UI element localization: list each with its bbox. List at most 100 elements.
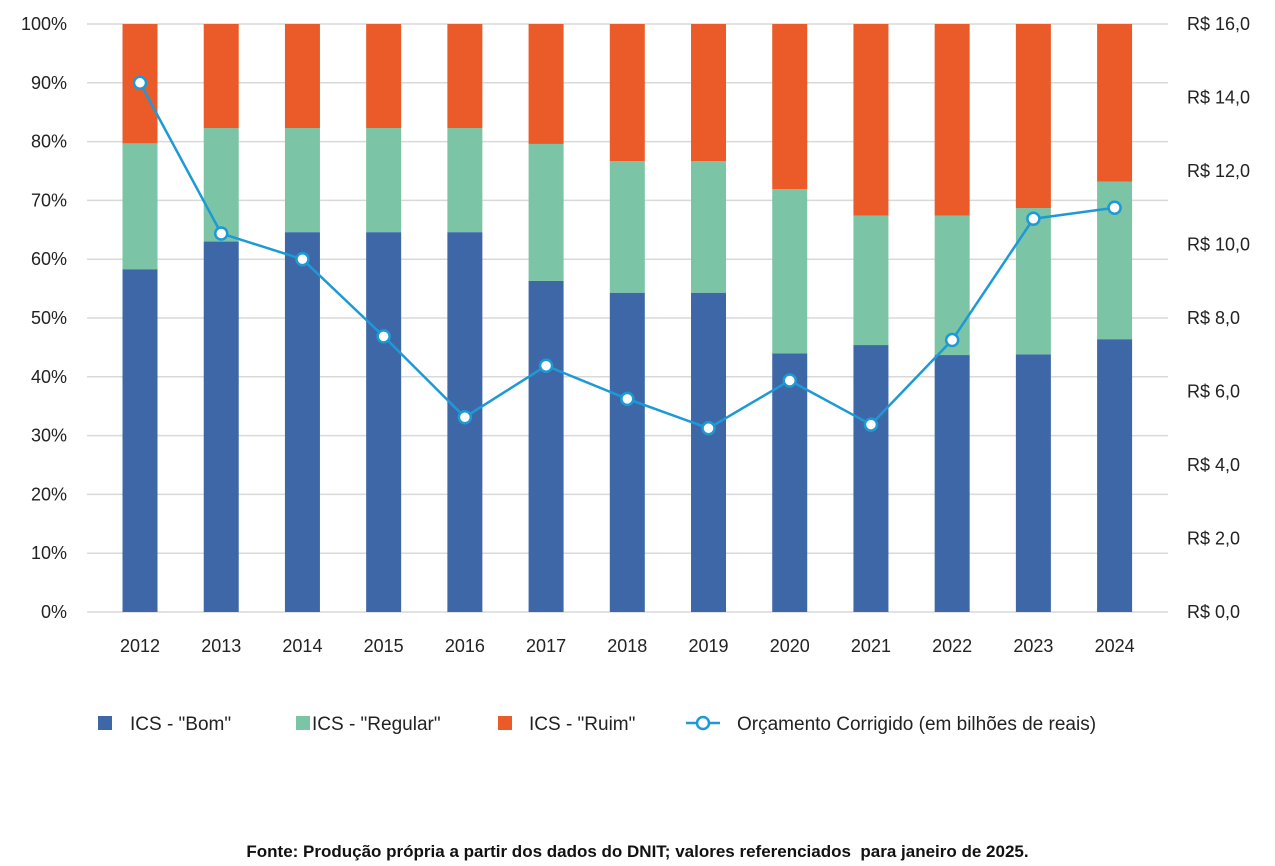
budget-point [538,358,554,374]
right-tick-label: R$ 16,0 [1187,14,1250,34]
right-tick-label: R$ 12,0 [1187,161,1250,181]
x-tick-label: 2021 [851,636,891,656]
legend-swatch [296,716,310,730]
bar-segment-ruim [609,24,645,162]
budget-point [295,251,310,267]
legend-circle-marker [695,715,711,731]
bar-segment-regular [609,161,645,293]
bar-segment-bom [1015,354,1051,612]
bar-stack-2021 [853,24,889,612]
bar-segment-regular [1015,208,1051,355]
bar-segment-regular [934,215,970,356]
bar-stack-2024 [1097,24,1133,612]
right-tick-label: R$ 0,0 [1187,602,1240,622]
left-tick-label: 50% [31,308,67,328]
bar-stack-2015 [366,24,402,613]
bar-stack-2017 [528,24,564,612]
right-tick-label: R$ 2,0 [1187,529,1240,549]
bar-segment-ruim [284,24,320,129]
bar-stack-2016 [447,24,483,613]
bar-stack-2012 [122,24,158,612]
budget-point [782,373,797,388]
legend-item: ICS - "Regular" [296,714,441,735]
x-axis-ticks: 2012 2013 2014 2015 2016 2017 2018 2019 2020 2021… [120,636,1135,656]
budget-point [457,409,473,425]
x-tick-label: 2020 [770,636,810,656]
bar-segment-bom [609,292,645,612]
bar-segment-ruim [853,24,889,216]
left-tick-label: 90% [31,73,67,93]
bar-segment-regular [284,128,320,233]
x-tick-label: 2012 [120,636,160,656]
x-tick-label: 2013 [201,636,241,656]
x-tick-label: 2023 [1013,636,1053,656]
legend-item: ICS - "Bom" [98,714,231,735]
budget-point [944,332,960,348]
bar-segment-regular [447,128,483,233]
budget-point [1107,200,1122,215]
legend-item: Orçamento Corrigido (em bilhões de reais… [686,714,1096,735]
legend-label: Orçamento Corrigido (em bilhões de reais… [737,714,1096,735]
budget-line [132,75,1122,436]
bar-stack-2020 [772,24,808,612]
bar-segment-ruim [1097,24,1133,182]
bar-segment-bom [853,345,889,612]
bar-stack-2018 [609,24,645,612]
left-tick-label: 80% [31,132,67,152]
left-tick-label: 0% [41,602,67,622]
bar-stack-2023 [1015,24,1051,612]
bar-segment-regular [203,128,239,242]
bar-segment-ruim [366,24,402,129]
bar-segment-regular [772,189,808,354]
x-tick-label: 2015 [364,636,404,656]
bar-segment-bom [772,353,808,612]
bar-segment-regular [691,161,727,293]
left-tick-label: 100% [21,14,67,34]
bar-segment-ruim [447,24,483,129]
right-tick-label: R$ 4,0 [1187,455,1240,475]
bar-segment-ruim [934,24,970,216]
bar-segment-ruim [528,24,564,144]
right-tick-label: R$ 8,0 [1187,308,1240,328]
x-tick-label: 2016 [445,636,485,656]
left-tick-label: 60% [31,249,67,269]
bar-segment-bom [1097,339,1133,612]
budget-point [132,75,148,91]
bar-segment-bom [691,292,727,612]
x-tick-label: 2022 [932,636,972,656]
x-tick-label: 2024 [1095,636,1135,656]
bar-segment-bom [122,269,158,612]
bar-segment-regular [366,128,402,233]
x-tick-label: 2017 [526,636,566,656]
left-tick-label: 10% [31,543,67,563]
legend-label: ICS - "Regular" [312,714,441,735]
bar-segment-ruim [772,24,808,190]
budget-point [701,421,716,436]
bar-segment-regular [853,215,889,346]
right-tick-label: R$ 10,0 [1187,235,1250,255]
bar-segment-bom [284,232,320,613]
legend-label: ICS - "Bom" [130,714,231,735]
bar-stack-2013 [203,24,239,612]
budget-point [213,226,229,241]
x-tick-label: 2018 [607,636,647,656]
bar-segment-ruim [691,24,727,162]
bar-stack-2022 [934,24,970,612]
source-footer: Fonte: Produção própria a partir dos dad… [246,842,1029,861]
budget-point [376,329,391,344]
legend-swatch [498,716,512,730]
bar-segment-ruim [203,24,239,129]
left-tick-label: 20% [31,484,67,504]
legend-swatch [98,716,112,730]
bar-stack-2014 [284,24,320,613]
bar-segment-regular [528,143,564,281]
bar-segment-regular [122,143,158,270]
left-axis-ticks: 0% 10% 20% 30% 40% 50% 60% 70% 80% 90% 100% [21,14,67,622]
left-tick-label: 70% [31,190,67,210]
bar-segment-ruim [1015,24,1051,209]
legend-item: ICS - "Ruim" [498,714,635,735]
left-tick-label: 40% [31,367,67,387]
bar-stack-2019 [691,24,727,612]
budget-point [863,417,879,432]
